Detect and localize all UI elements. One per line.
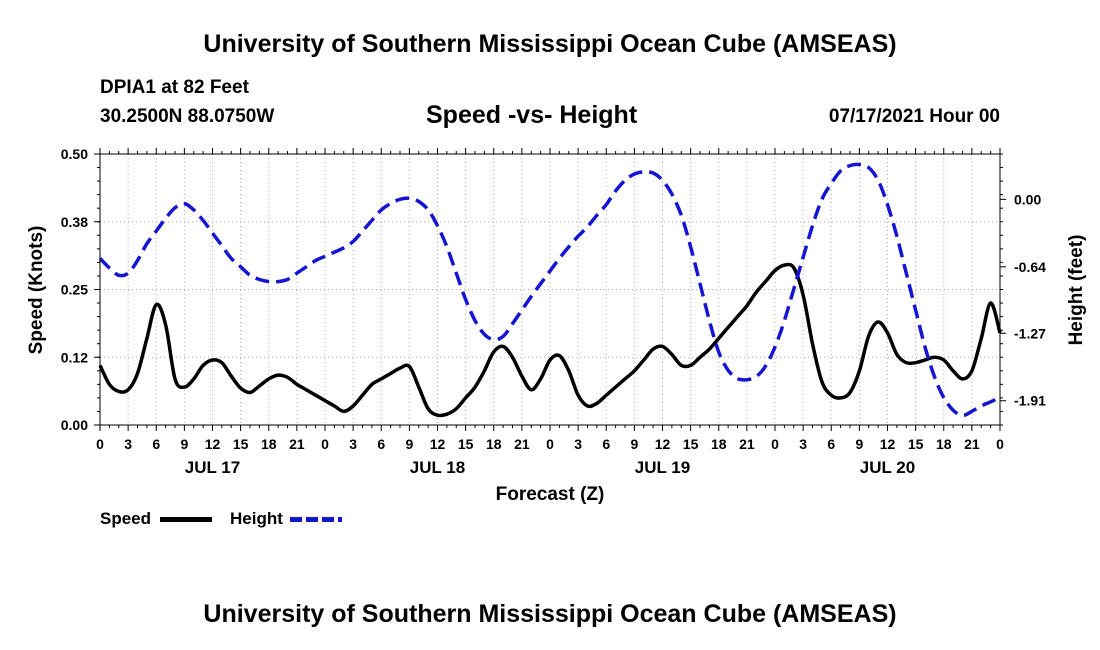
x-tick-label: 6	[377, 436, 385, 452]
date-label: 07/17/2021 Hour 00	[828, 106, 1000, 127]
location-label: 30.2500N 88.0750W	[100, 106, 275, 127]
grid-layer	[99, 153, 1001, 426]
x-tick-label: 15	[458, 436, 474, 452]
chart-title-bottom: University of Southern Mississippi Ocean…	[203, 600, 897, 628]
y-tick-label: 0.00	[61, 417, 88, 433]
x-tick-label: 0	[321, 436, 329, 452]
y-tick-label: 0.12	[61, 349, 88, 365]
x-tick-label: 12	[880, 436, 896, 452]
x-tick-label: 12	[430, 436, 446, 452]
legend-height-label: Height	[230, 509, 283, 528]
x-tick-label: 9	[630, 436, 638, 452]
x-tick-label: 15	[908, 436, 924, 452]
x-tick-label: 21	[289, 436, 305, 452]
x-tick-label: 3	[124, 436, 132, 452]
x-tick-label: 3	[574, 436, 582, 452]
x-tick-label: 0	[546, 436, 554, 452]
x-tick-label: 18	[711, 436, 727, 452]
x-tick-label: 9	[855, 436, 863, 452]
day-label: JUL 17	[185, 458, 240, 477]
x-tick-label: 21	[964, 436, 980, 452]
day-label: JUL 20	[860, 458, 915, 477]
y2-tick-label: -1.91	[1014, 393, 1046, 409]
y-tick-label: 0.38	[61, 214, 88, 230]
axis-layer: 0 3 6 9 12 15 18 21 0 3 6 9 12 15 18 21 0 3 6 9 12 15 18 21 0 3 6 9…	[61, 146, 1046, 477]
x-tick-label: 0	[996, 436, 1004, 452]
x-tick-label: 18	[936, 436, 952, 452]
y-axis-label: Speed (Knots)	[26, 226, 47, 355]
x-tick-label: 3	[349, 436, 357, 452]
series-line-speed	[98, 262, 1002, 418]
legend-speed-swatch	[160, 517, 212, 522]
chart-subtitle: Speed -vs- Height	[426, 101, 638, 129]
y2-axis-label: Height (feet)	[1066, 235, 1087, 346]
y2-tick-label: 0.00	[1014, 191, 1041, 207]
day-label: JUL 19	[635, 458, 690, 477]
x-tick-label: 21	[514, 436, 530, 452]
series-line-height	[98, 162, 1001, 418]
x-tick-label: 15	[683, 436, 699, 452]
x-tick-label: 0	[96, 436, 104, 452]
x-tick-label: 12	[655, 436, 671, 452]
y-tick-label: 0.50	[61, 146, 88, 162]
series-layer	[98, 162, 1002, 418]
x-tick-label: 21	[739, 436, 755, 452]
x-tick-label: 9	[405, 436, 413, 452]
x-tick-label: 18	[261, 436, 277, 452]
y2-tick-label: -0.64	[1014, 259, 1046, 275]
x-tick-label: 3	[799, 436, 807, 452]
station-label: DPIA1 at 82 Feet	[100, 77, 249, 98]
x-tick-label: 6	[152, 436, 160, 452]
x-tick-label: 6	[602, 436, 610, 452]
x-axis-label: Forecast (Z)	[496, 484, 605, 505]
x-tick-label: 12	[205, 436, 221, 452]
x-tick-label: 6	[827, 436, 835, 452]
y2-tick-label: -1.27	[1014, 325, 1046, 341]
y-tick-label: 0.25	[61, 282, 88, 298]
day-label: JUL 18	[410, 458, 465, 477]
chart-title-top: University of Southern Mississippi Ocean…	[203, 30, 897, 58]
legend-speed-label: Speed	[100, 509, 152, 528]
x-tick-label: 0	[771, 436, 779, 452]
legend-height-swatch	[290, 517, 342, 522]
x-tick-label: 18	[486, 436, 502, 452]
x-tick-label: 9	[180, 436, 188, 452]
x-tick-label: 15	[233, 436, 249, 452]
